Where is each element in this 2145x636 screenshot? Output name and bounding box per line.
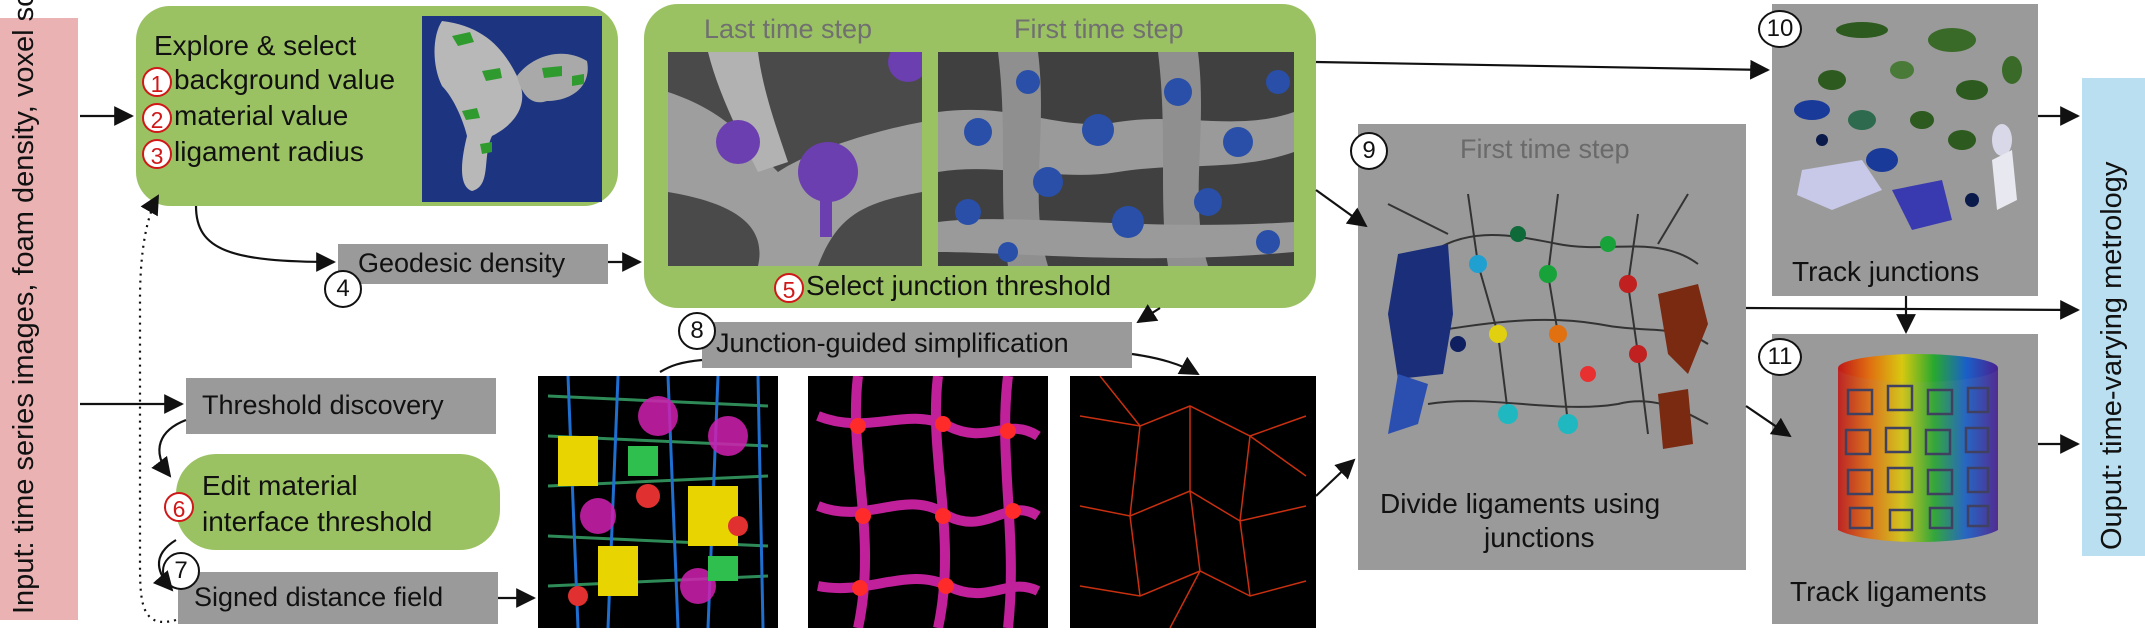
output-panel: Ouput: time-varying metrology: [2082, 78, 2145, 556]
divide-ligaments-panel: First time step Divide ligaments using j…: [1358, 124, 1746, 570]
marker-5: 5: [774, 273, 804, 303]
marker-8: 8: [678, 312, 716, 350]
threshold-discovery-label: Threshold discovery: [202, 390, 444, 420]
track-junctions-label: Track junctions: [1792, 256, 1980, 287]
marker-10: 10: [1758, 10, 1802, 48]
explore-select-panel: Explore & select 1 background value 2 mate…: [136, 6, 618, 206]
signed-distance-box: Signed distance field: [178, 572, 498, 624]
simplification-label: Junction-guided simplification: [716, 328, 1069, 358]
track-junctions-image: [1794, 22, 2022, 230]
marker-9: 9: [1350, 132, 1388, 170]
marker-7: 7: [162, 552, 200, 590]
divide-ligaments-line1: Divide ligaments using: [1380, 488, 1661, 519]
junction-threshold-label: 5 Select junction threshold: [774, 270, 1111, 303]
edit-material-line2: interface threshold: [202, 506, 433, 537]
edit-material-line1: Edit material: [202, 470, 358, 501]
junction-threshold-panel: Last time step First time step 5 Select: [644, 4, 1316, 308]
caption-first-time-step-9: First time step: [1460, 134, 1630, 164]
caption-first-time-step: First time step: [1014, 14, 1184, 44]
simplification-image-skeleton: [1070, 376, 1316, 628]
simplification-image-mid: [808, 376, 1048, 628]
threshold-discovery-box: Threshold discovery: [186, 378, 496, 434]
marker-1: 1: [142, 67, 172, 97]
edit-material-panel: Edit material interface threshold: [176, 454, 500, 550]
divide-ligaments-image: [1387, 193, 1709, 449]
explore-item-3: 3 ligament radius: [142, 136, 364, 169]
output-label: Ouput: time-varying metrology: [2096, 161, 2128, 550]
last-time-step-image: [668, 52, 922, 266]
explore-image: [422, 16, 602, 202]
simplification-box: Junction-guided simplification: [702, 322, 1132, 368]
geodesic-density-box: Geodesic density: [338, 244, 608, 284]
first-time-step-image: [938, 52, 1294, 266]
caption-last-time-step: Last time step: [704, 14, 873, 44]
simplification-image-full: [538, 376, 778, 628]
marker-11: 11: [1758, 338, 1802, 376]
marker-2: 2: [142, 103, 172, 133]
track-junctions-panel: Track junctions: [1772, 4, 2038, 296]
explore-item-2: 2 material value: [142, 100, 348, 133]
explore-item-1: 1 background value: [142, 64, 395, 97]
input-label: Input: time series images, foam density,…: [8, 0, 40, 614]
geodesic-density-label: Geodesic density: [358, 248, 566, 278]
track-ligaments-image: [1838, 354, 1998, 542]
marker-4: 4: [324, 270, 362, 308]
explore-title: Explore & select: [154, 30, 357, 61]
divide-ligaments-line2: junctions: [1484, 522, 1595, 553]
signed-distance-label: Signed distance field: [194, 582, 444, 612]
marker-3: 3: [142, 139, 172, 169]
marker-6-wrap: 6: [164, 492, 196, 522]
input-panel: Input: time series images, foam density,…: [0, 0, 78, 620]
track-ligaments-label: Track ligaments: [1790, 576, 1987, 607]
marker-6: 6: [164, 492, 194, 522]
track-ligaments-panel: Track ligaments: [1772, 334, 2038, 624]
